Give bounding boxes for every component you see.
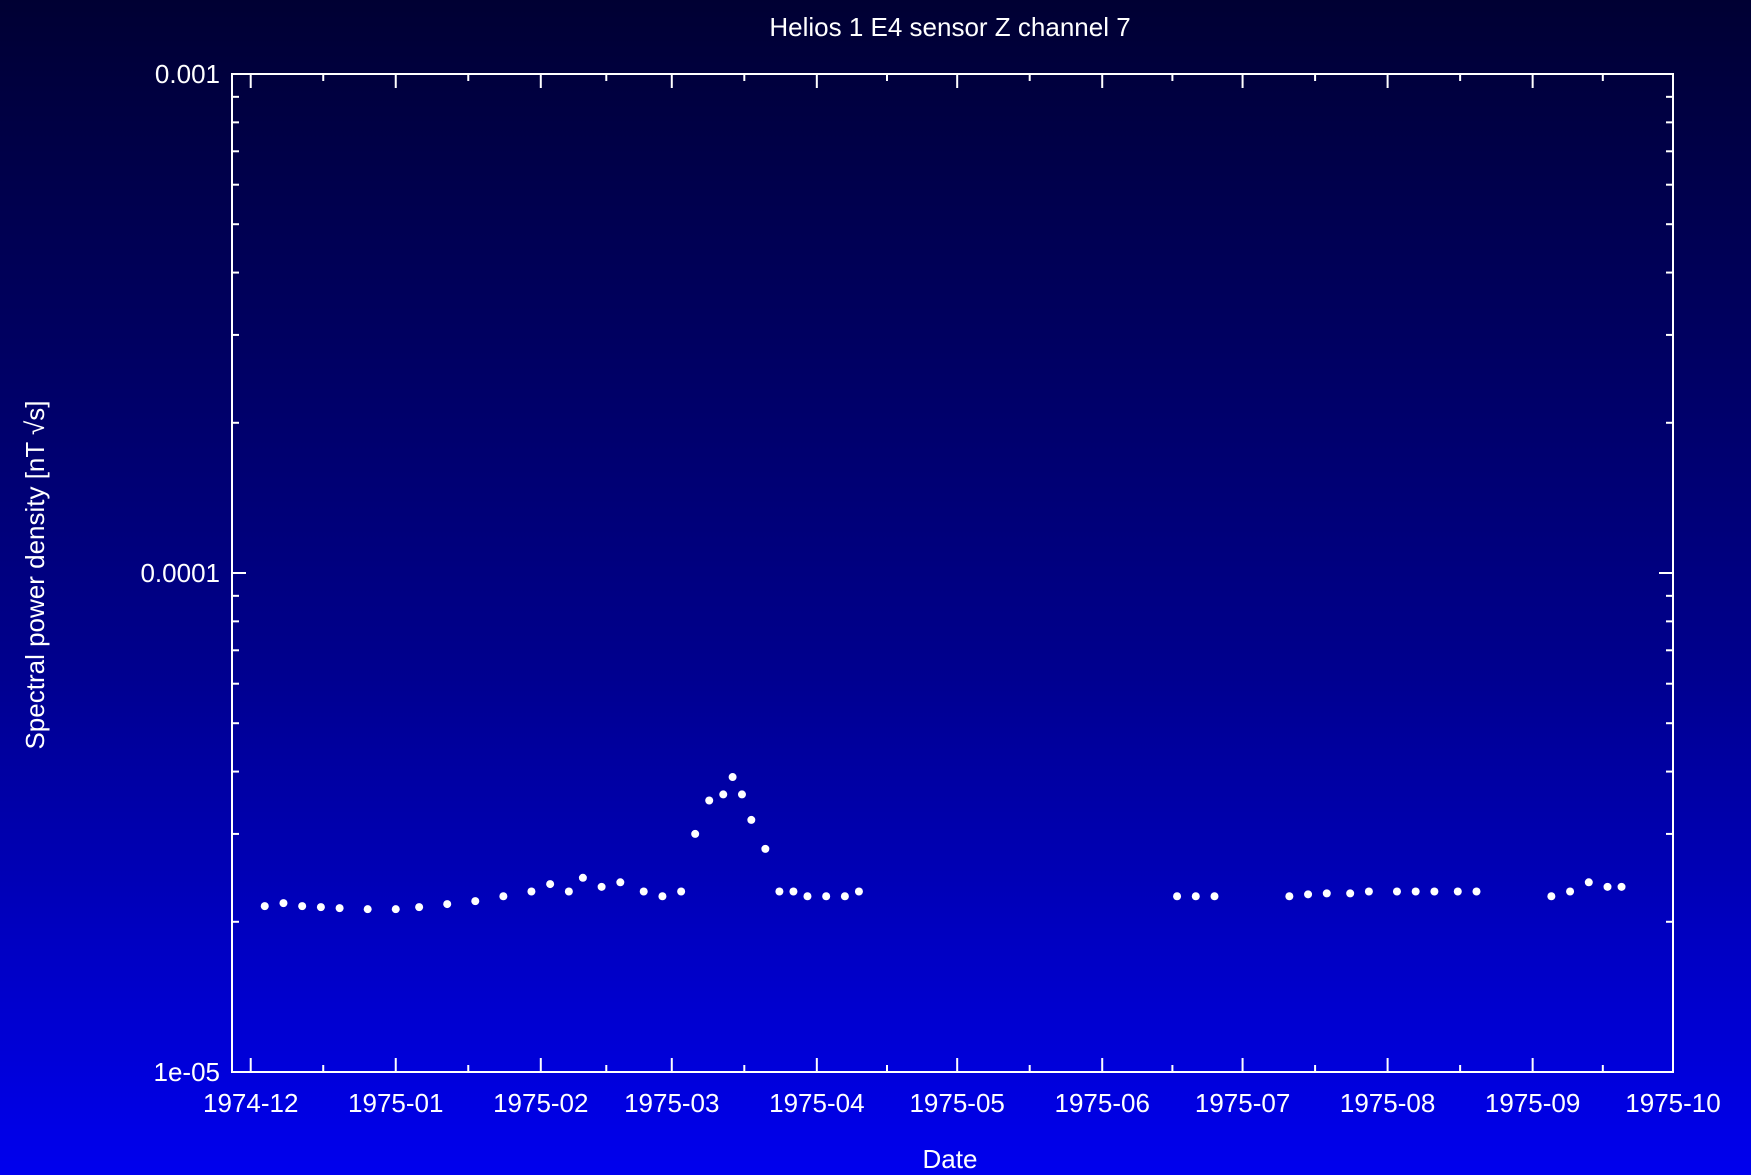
data-point xyxy=(1603,882,1612,891)
plot-area xyxy=(231,73,1674,1073)
data-point xyxy=(546,880,555,889)
data-point xyxy=(443,900,452,909)
data-point xyxy=(1173,892,1182,901)
data-point xyxy=(691,829,700,838)
data-point xyxy=(363,905,372,914)
x-tick-label: 1975-07 xyxy=(1195,1088,1290,1118)
data-point xyxy=(578,873,587,882)
data-point xyxy=(1453,887,1462,896)
data-point xyxy=(391,905,400,914)
data-points xyxy=(260,773,1626,914)
data-point xyxy=(1191,892,1200,901)
data-point xyxy=(564,887,573,896)
x-tick-label: 1975-01 xyxy=(348,1088,443,1118)
data-point xyxy=(1472,887,1481,896)
x-tick-label: 1975-02 xyxy=(493,1088,588,1118)
data-point xyxy=(1210,892,1219,901)
data-point xyxy=(527,887,536,896)
data-point xyxy=(471,897,480,906)
data-point xyxy=(1285,892,1294,901)
data-point xyxy=(1547,892,1556,901)
data-point xyxy=(789,887,798,896)
data-point xyxy=(747,815,756,824)
y-axis-label: Spectral power density [nT √s] xyxy=(20,400,50,749)
data-point xyxy=(677,887,686,896)
data-point xyxy=(499,892,508,901)
data-point xyxy=(854,887,863,896)
data-point xyxy=(597,882,606,891)
data-point xyxy=(1364,887,1373,896)
data-point xyxy=(728,773,737,782)
data-point xyxy=(1411,887,1420,896)
x-tick-label: 1975-09 xyxy=(1485,1088,1580,1118)
data-point xyxy=(260,902,269,911)
data-point xyxy=(840,892,849,901)
x-tick-label: 1975-08 xyxy=(1340,1088,1435,1118)
data-point xyxy=(1617,882,1626,891)
x-tick-label: 1975-06 xyxy=(1055,1088,1150,1118)
chart-title: Helios 1 E4 sensor Z channel 7 xyxy=(769,12,1130,42)
data-point xyxy=(719,790,728,799)
data-point xyxy=(1392,887,1401,896)
x-axis-label: Date xyxy=(923,1144,978,1174)
data-point xyxy=(298,902,307,911)
axis-ticks xyxy=(232,73,1674,1073)
y-tick-label: 1e-05 xyxy=(154,1057,221,1087)
x-tick-label: 1975-03 xyxy=(624,1088,719,1118)
data-point xyxy=(822,892,831,901)
data-point xyxy=(1584,878,1593,887)
data-point xyxy=(658,892,667,901)
data-point xyxy=(1322,889,1331,898)
x-tick-labels: 1974-12 1975-01 1975-02 1975-03 1975-04 1975-… xyxy=(203,1088,1721,1118)
y-tick-labels: 1e-05 0.0001 0.001 xyxy=(140,59,220,1087)
data-point xyxy=(775,887,784,896)
data-point xyxy=(1566,887,1575,896)
x-tick-label: 1975-04 xyxy=(769,1088,864,1118)
data-point xyxy=(639,887,648,896)
data-point xyxy=(737,790,746,799)
data-point xyxy=(616,878,625,887)
data-point xyxy=(1430,887,1439,896)
x-tick-label: 1975-10 xyxy=(1625,1088,1720,1118)
data-point xyxy=(1346,889,1355,898)
y-tick-label: 0.001 xyxy=(155,59,220,89)
data-point xyxy=(1304,890,1313,899)
x-tick-label: 1975-05 xyxy=(909,1088,1004,1118)
data-point xyxy=(761,844,770,853)
x-tick-label: 1974-12 xyxy=(203,1088,298,1118)
data-point xyxy=(279,899,288,908)
data-point xyxy=(803,892,812,901)
data-point xyxy=(415,903,424,912)
data-point xyxy=(316,903,325,912)
data-point xyxy=(705,796,714,805)
data-point xyxy=(335,904,344,913)
y-tick-label: 0.0001 xyxy=(140,558,220,588)
